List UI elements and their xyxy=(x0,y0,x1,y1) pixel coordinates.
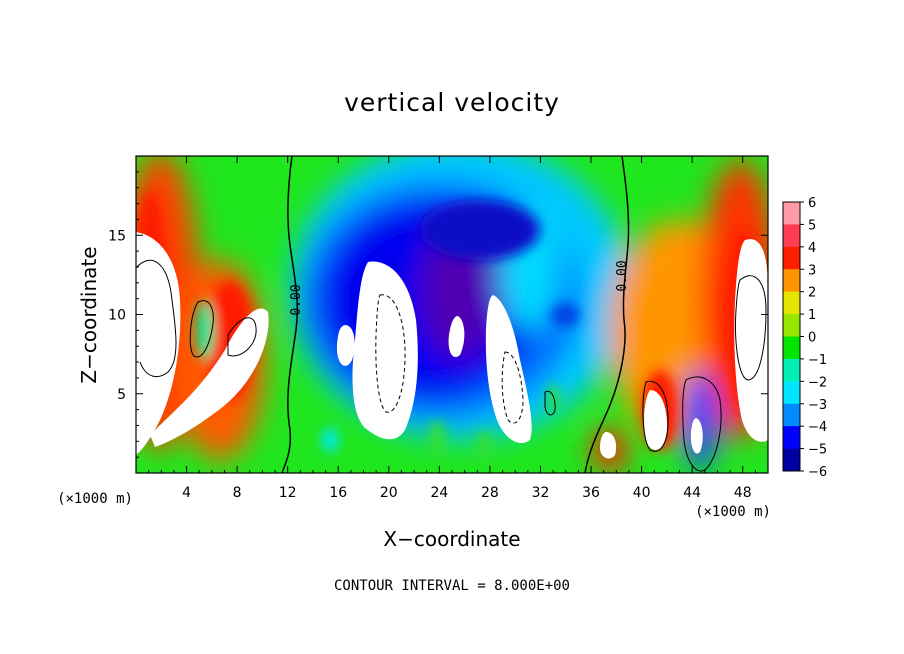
y-axis-title: Z−coordinate xyxy=(77,246,101,383)
y-axis: 5 10 15 xyxy=(108,171,768,458)
colorbar-label: −1 xyxy=(808,353,827,368)
x-axis-title: X−coordinate xyxy=(383,527,520,551)
negative-contour xyxy=(375,294,406,413)
colorbar-swatch xyxy=(783,224,800,248)
field-blob xyxy=(196,300,214,360)
colorbar-swatch xyxy=(783,202,800,225)
colorbar-label: −2 xyxy=(808,375,827,390)
field-blob xyxy=(551,303,579,327)
positive-contour xyxy=(642,380,669,452)
y-tick-label: 10 xyxy=(108,308,126,324)
colorbar-swatch xyxy=(783,426,800,450)
negative-contour xyxy=(501,351,524,424)
saturated-region xyxy=(352,261,418,440)
x-tick-label: 20 xyxy=(380,485,398,501)
x-tick-label: 24 xyxy=(430,485,448,501)
colorbar-swatch xyxy=(783,448,800,472)
plot-area: 0.00 0.00 xyxy=(136,156,768,473)
colorbar-label: −5 xyxy=(808,443,827,458)
saturated-region xyxy=(734,239,768,442)
colorbar-label: 3 xyxy=(808,263,816,278)
colorbar-swatch xyxy=(783,381,800,405)
colorbar-swatch xyxy=(783,269,800,293)
colorbar-label: 0 xyxy=(808,331,816,346)
saturated-region xyxy=(485,295,532,444)
colorbar-swatch xyxy=(783,314,800,337)
colorbar-swatch xyxy=(783,291,800,315)
colorbar-label: −3 xyxy=(808,398,827,413)
x-tick-label: 12 xyxy=(279,485,297,501)
blue-contour xyxy=(682,376,722,472)
colorbar-label: −6 xyxy=(808,465,827,480)
chart-title: vertical velocity xyxy=(344,88,560,117)
field-blob xyxy=(429,420,445,460)
field-blob xyxy=(476,431,492,463)
field-blob xyxy=(420,200,540,260)
saturated-regions xyxy=(136,232,768,459)
colorbar-label: 2 xyxy=(808,286,816,301)
zero-contour xyxy=(281,156,299,473)
saturated-region xyxy=(600,432,617,459)
saturated-region xyxy=(448,316,465,358)
saturated-region xyxy=(644,390,668,450)
field-blob xyxy=(322,428,338,452)
colorbar-swatch xyxy=(783,403,800,427)
saturated-region xyxy=(150,308,269,447)
zero-contour xyxy=(584,156,630,473)
x-tick-label: 40 xyxy=(633,485,651,501)
x-tick-label: 28 xyxy=(481,485,499,501)
positive-contour xyxy=(735,275,767,381)
positive-contour xyxy=(227,317,257,357)
contour-lines xyxy=(136,156,767,473)
green-contour xyxy=(189,300,214,358)
colorbar-label: −4 xyxy=(808,420,827,435)
contour-label: 0.00 xyxy=(289,284,304,315)
saturated-region xyxy=(690,418,703,454)
y-tick-label: 5 xyxy=(117,387,126,403)
colorbar-label: 6 xyxy=(808,196,816,211)
saturated-region xyxy=(336,325,355,366)
x-tick-label: 32 xyxy=(532,485,550,501)
x-unit-label-right: (×1000 m) xyxy=(695,504,771,520)
saturated-region xyxy=(136,232,181,455)
x-tick-label: 44 xyxy=(683,485,701,501)
x-axis: 4 8 12 16 20 24 28 32 36 40 44 48 xyxy=(148,156,756,501)
contour-label: 0.00 xyxy=(615,260,630,291)
x-tick-label: 8 xyxy=(233,485,242,501)
y-tick-label: 15 xyxy=(108,228,126,244)
green-contour xyxy=(544,390,556,416)
colorbar-swatch xyxy=(783,336,800,360)
x-tick-label: 4 xyxy=(182,485,191,501)
x-unit-label-left: (×1000 m) xyxy=(57,491,133,507)
field-blob xyxy=(547,384,559,412)
colorbar-label: 1 xyxy=(808,308,816,323)
contour-interval-note: CONTOUR INTERVAL = 8.000E+00 xyxy=(333,578,570,594)
positive-contour xyxy=(136,259,177,378)
colorbar-label: 5 xyxy=(808,218,816,233)
x-tick-label: 16 xyxy=(329,485,347,501)
field-blob xyxy=(682,370,718,470)
colorbar-swatch xyxy=(783,358,800,382)
colorbar-swatch xyxy=(783,246,800,270)
x-tick-label: 48 xyxy=(734,485,752,501)
colorbar: 6 5 4 3 2 1 0 −1 −2 −3 −4 −5 −6 xyxy=(782,196,827,480)
colorbar-label: 4 xyxy=(808,241,816,256)
x-tick-label: 36 xyxy=(582,485,600,501)
